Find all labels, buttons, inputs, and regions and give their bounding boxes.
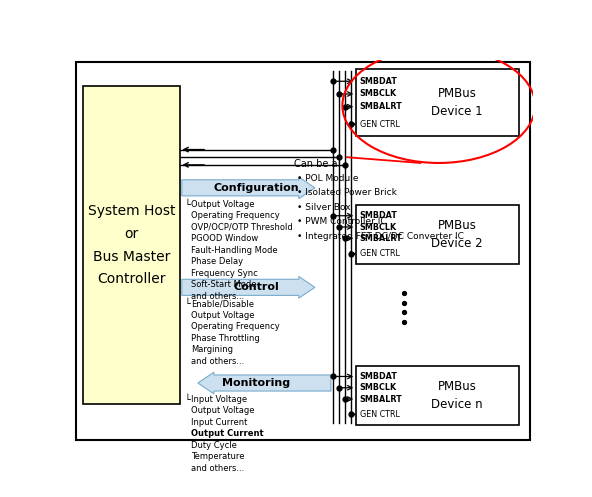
Text: SMBDAT: SMBDAT [360, 211, 398, 220]
Text: Enable/Disable: Enable/Disable [191, 299, 254, 308]
Text: and others...: and others... [191, 357, 244, 366]
Text: Duty Cycle: Duty Cycle [191, 441, 237, 450]
Text: Monitoring: Monitoring [223, 378, 291, 388]
Text: • PWM Controller IC: • PWM Controller IC [297, 217, 386, 226]
Text: PMBus
Device 2: PMBus Device 2 [432, 219, 483, 250]
Text: Can be a:: Can be a: [294, 159, 341, 169]
Text: SMBDAT: SMBDAT [360, 77, 398, 86]
Text: Soft-Start Mode: Soft-Start Mode [191, 280, 256, 289]
Text: GEN CTRL: GEN CTRL [360, 410, 400, 419]
FancyArrow shape [182, 276, 315, 298]
Text: SMBCLK: SMBCLK [360, 223, 397, 232]
Text: PMBus
Device n: PMBus Device n [432, 380, 483, 411]
Text: Output Voltage: Output Voltage [191, 200, 255, 209]
Text: • POL Module: • POL Module [297, 173, 358, 183]
FancyBboxPatch shape [356, 69, 519, 136]
Text: GEN CTRL: GEN CTRL [360, 249, 400, 258]
FancyBboxPatch shape [356, 366, 519, 425]
Text: GEN CTRL: GEN CTRL [360, 120, 400, 129]
Text: and others...: and others... [191, 292, 244, 301]
Text: Output Current: Output Current [191, 429, 263, 438]
Text: OVP/OCP/OTP Threshold: OVP/OCP/OTP Threshold [191, 223, 293, 232]
Text: Configuration: Configuration [214, 183, 299, 193]
FancyBboxPatch shape [356, 205, 519, 264]
Text: Phase Throttling: Phase Throttling [191, 333, 260, 342]
Text: SMBDAT: SMBDAT [360, 372, 398, 381]
Text: Frequency Sync: Frequency Sync [191, 268, 258, 278]
FancyBboxPatch shape [83, 86, 179, 404]
Text: Margining: Margining [191, 345, 233, 354]
Text: └: └ [184, 395, 190, 405]
Text: and others...: and others... [191, 464, 244, 473]
Text: • Isolated Power Brick: • Isolated Power Brick [297, 188, 397, 197]
Text: • Integrated FET DC/DC Converter IC: • Integrated FET DC/DC Converter IC [297, 232, 464, 241]
Text: Output Voltage: Output Voltage [191, 407, 255, 415]
Text: Input Voltage: Input Voltage [191, 395, 247, 404]
Text: Operating Frequency: Operating Frequency [191, 322, 280, 331]
Text: └: └ [184, 299, 190, 309]
Text: System Host
or
Bus Master
Controller: System Host or Bus Master Controller [88, 204, 175, 286]
Text: └: └ [184, 200, 190, 210]
Text: Output Voltage: Output Voltage [191, 311, 255, 320]
Text: SMBCLK: SMBCLK [360, 89, 397, 98]
Text: PGOOD Window: PGOOD Window [191, 234, 258, 243]
Text: Operating Frequency: Operating Frequency [191, 211, 280, 220]
Text: SMBALRT: SMBALRT [360, 395, 403, 404]
Text: Temperature: Temperature [191, 452, 244, 461]
Text: Input Current: Input Current [191, 418, 247, 427]
Text: SMBALRT: SMBALRT [360, 102, 403, 111]
FancyArrow shape [198, 372, 331, 394]
FancyArrow shape [182, 177, 315, 199]
FancyBboxPatch shape [76, 62, 530, 440]
Text: Fault-Handling Mode: Fault-Handling Mode [191, 246, 278, 254]
Text: Phase Delay: Phase Delay [191, 257, 243, 266]
Text: SMBALRT: SMBALRT [360, 234, 403, 243]
Text: PMBus
Device 1: PMBus Device 1 [432, 87, 483, 118]
Text: Control: Control [233, 282, 279, 292]
Text: SMBCLK: SMBCLK [360, 383, 397, 392]
Text: • Silver Box: • Silver Box [297, 203, 350, 212]
